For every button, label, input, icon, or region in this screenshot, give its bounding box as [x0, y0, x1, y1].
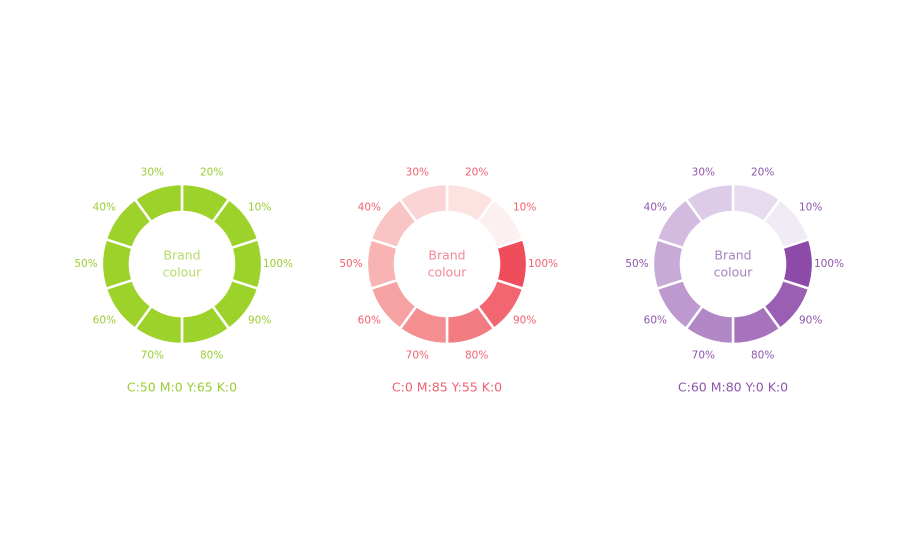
tint-label: 40%: [93, 202, 116, 214]
tint-label: 90%: [799, 314, 822, 326]
tint-label: 90%: [513, 314, 536, 326]
tint-label: 70%: [141, 349, 164, 361]
tint-wheel: 20% 10% 100% 90% 80% 70% 60% 50% 40% 30% Brand colo…: [74, 167, 293, 395]
tint-label: 40%: [644, 202, 667, 214]
tint-label: 90%: [248, 314, 271, 326]
tint-label: 100%: [528, 258, 558, 270]
center-label: colour: [163, 265, 203, 280]
colour-caption: C:0 M:85 Y:55 K:0: [392, 380, 502, 395]
tint-label: 70%: [692, 349, 715, 361]
colour-caption: C:60 M:80 Y:0 K:0: [678, 380, 788, 395]
colour-caption: C:50 M:0 Y:65 K:0: [127, 380, 237, 395]
tint-label: 40%: [358, 202, 381, 214]
tint-label: 50%: [625, 258, 648, 270]
tint-label: 30%: [692, 167, 715, 179]
tint-label: 30%: [141, 167, 164, 179]
tint-label: 80%: [200, 349, 223, 361]
tint-segment: [684, 182, 735, 224]
tint-label: 100%: [263, 258, 293, 270]
tint-label: 60%: [358, 314, 381, 326]
tint-segment: [398, 182, 449, 224]
tint-label: 20%: [751, 167, 774, 179]
center-label: colour: [428, 265, 468, 280]
tint-wheel: 20% 10% 100% 90% 80% 70% 60% 50% 40% 30% Brand colo…: [625, 167, 844, 395]
tint-wheel: 20% 10% 100% 90% 80% 70% 60% 50% 40% 30% Brand colo…: [339, 167, 558, 395]
tint-segment: [133, 182, 184, 224]
tint-label: 10%: [248, 202, 271, 214]
tint-label: 80%: [465, 349, 488, 361]
tint-label: 50%: [74, 258, 97, 270]
center-label: Brand: [714, 248, 751, 263]
tint-label: 60%: [644, 314, 667, 326]
tint-label: 10%: [799, 202, 822, 214]
tint-label: 20%: [200, 167, 223, 179]
tint-label: 60%: [93, 314, 116, 326]
tint-label: 100%: [814, 258, 844, 270]
tint-label: 80%: [751, 349, 774, 361]
tint-label: 50%: [339, 258, 362, 270]
center-label: Brand: [428, 248, 465, 263]
center-label: Brand: [163, 248, 200, 263]
center-label: colour: [714, 265, 754, 280]
tint-label: 70%: [406, 349, 429, 361]
tint-label: 30%: [406, 167, 429, 179]
tint-label: 20%: [465, 167, 488, 179]
tint-label: 10%: [513, 202, 536, 214]
